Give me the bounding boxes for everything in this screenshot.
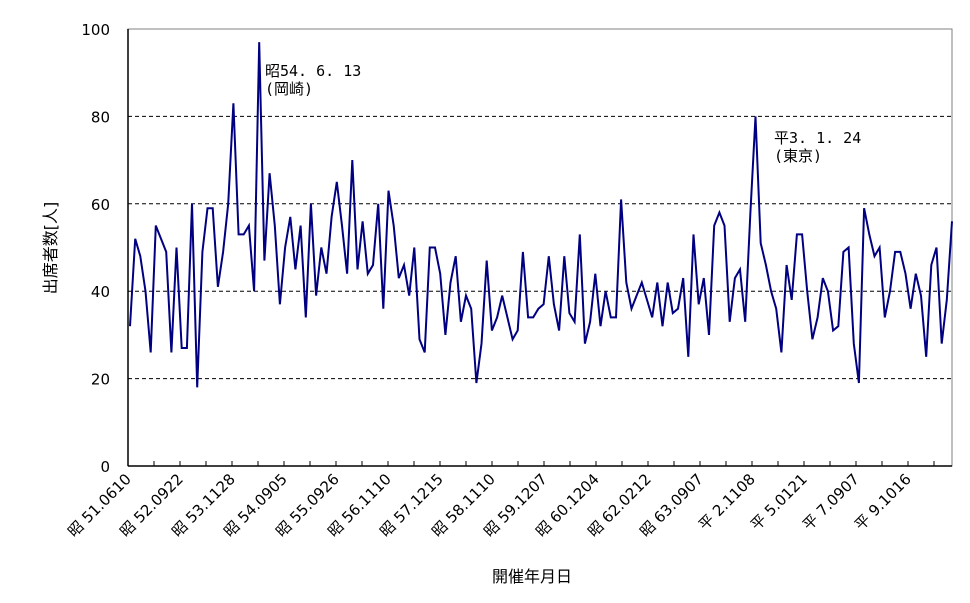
annotation-1-line1: 昭54. 6. 13 xyxy=(265,62,361,80)
y-tick-label: 20 xyxy=(91,371,110,389)
annotation-peak-okazaki: 昭54. 6. 13 (岡崎) xyxy=(265,62,361,98)
y-tick-label: 80 xyxy=(91,108,110,126)
y-tick-label: 60 xyxy=(91,196,110,214)
y-tick-label: 0 xyxy=(100,458,110,476)
annotation-2-line1: 平3. 1. 24 xyxy=(774,129,861,147)
attendance-series-line xyxy=(129,42,953,388)
x-axis-ticks xyxy=(153,461,935,466)
annotation-peak-tokyo: 平3. 1. 24 (東京) xyxy=(774,129,861,165)
x-tick-label: 平 9.1016 xyxy=(851,470,915,534)
y-axis-title: 出席者数[人] xyxy=(41,202,60,295)
x-axis-title: 開催年月日 xyxy=(492,567,572,586)
y-axis-tick-labels: 0 20 40 60 80 100 xyxy=(81,21,110,476)
annotation-1-line2: (岡崎) xyxy=(265,80,313,98)
annotation-2-line2: (東京) xyxy=(774,147,822,165)
y-tick-label: 40 xyxy=(91,283,110,301)
y-gridlines xyxy=(128,115,952,380)
y-tick-label: 100 xyxy=(81,21,110,39)
